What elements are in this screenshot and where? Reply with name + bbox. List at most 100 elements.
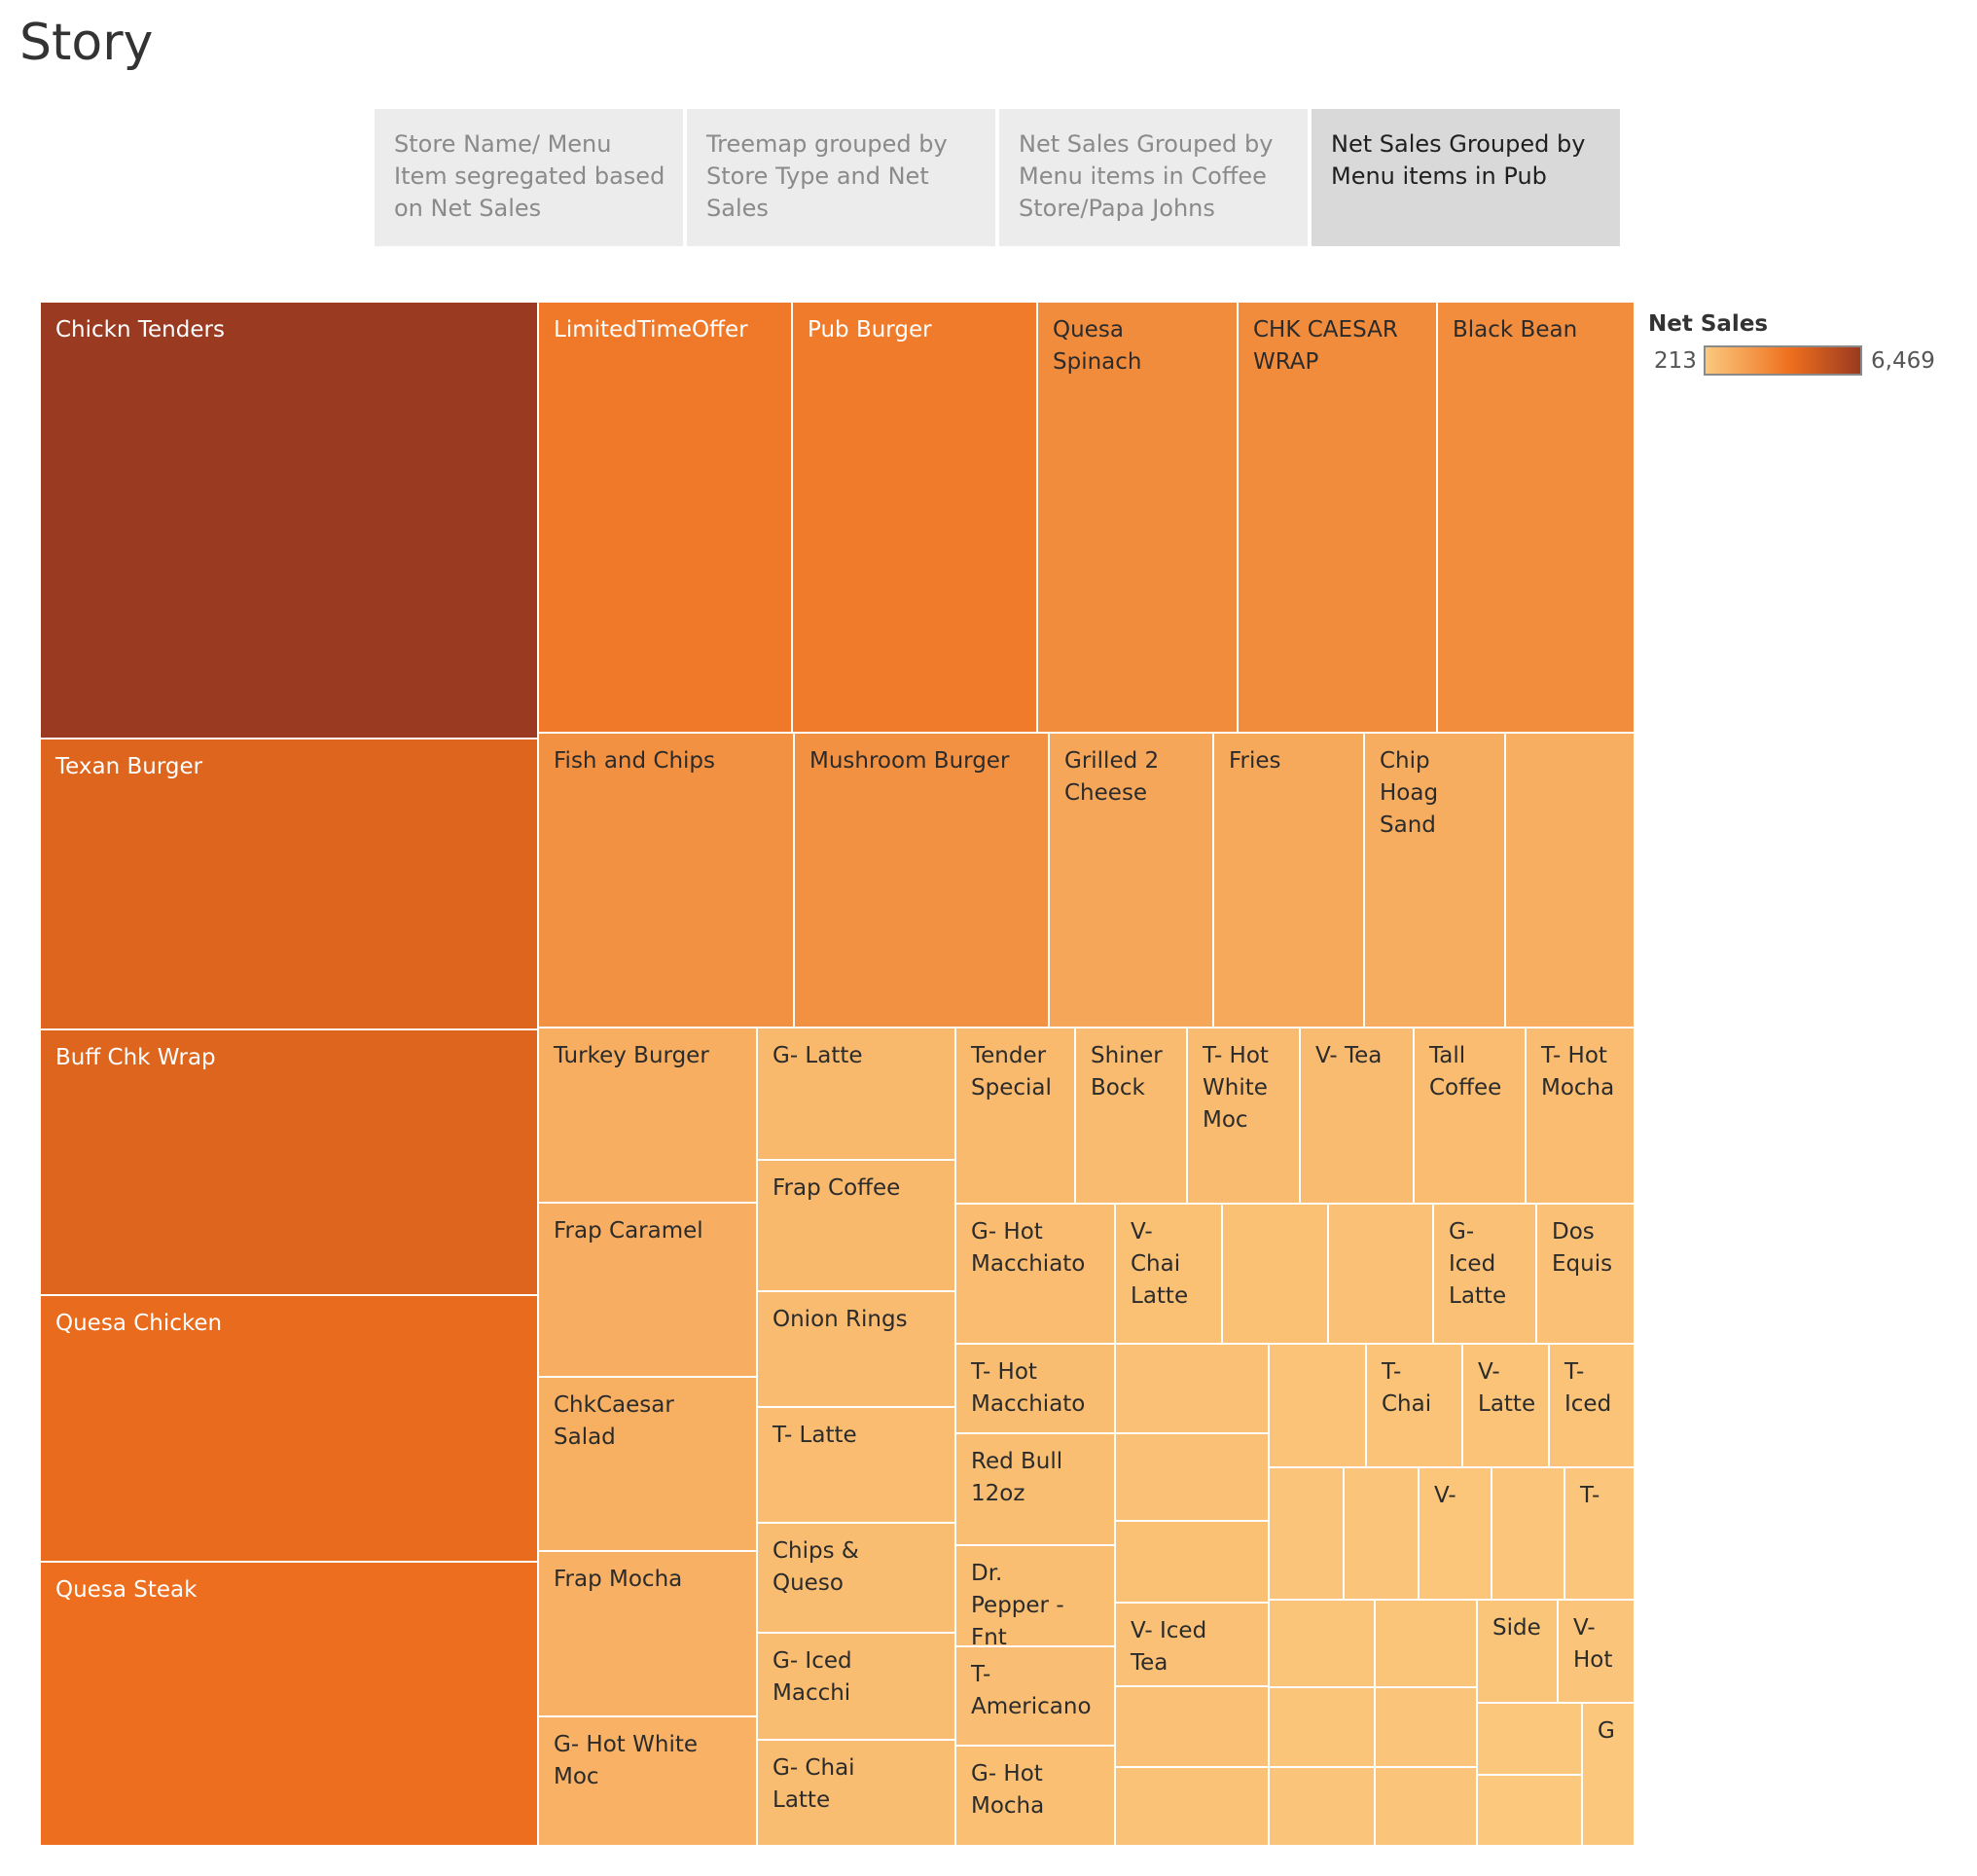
treemap-cell-quesa-chicken[interactable] bbox=[39, 1294, 539, 1563]
treemap-cell-v-hot[interactable] bbox=[1557, 1599, 1636, 1704]
treemap-cell[interactable] bbox=[1504, 732, 1636, 1028]
story-point-tab-2[interactable]: Treemap grouped by Store Type and Net Sa… bbox=[687, 109, 995, 246]
treemap-cell-pub-burger[interactable] bbox=[791, 301, 1038, 734]
treemap-label: Quesa Steak bbox=[55, 1577, 198, 1603]
treemap-cell-t-hot-mocha[interactable] bbox=[1525, 1027, 1636, 1205]
treemap-label: Red Bull 12oz bbox=[971, 1449, 1062, 1506]
treemap-cell[interactable] bbox=[1268, 1343, 1367, 1468]
treemap-cell[interactable] bbox=[1491, 1466, 1565, 1601]
treemap-cell[interactable] bbox=[1114, 1685, 1270, 1768]
treemap-cell[interactable] bbox=[1221, 1203, 1329, 1345]
treemap-label: Frap Caramel bbox=[554, 1218, 703, 1244]
treemap-cell-buff-chk-wrap[interactable] bbox=[39, 1028, 539, 1296]
treemap-label: Fish and Chips bbox=[554, 748, 715, 774]
treemap-label: Chickn Tenders bbox=[55, 317, 225, 343]
treemap-label: V- Iced Tea bbox=[1130, 1618, 1206, 1676]
treemap-cell-g-iced-latte[interactable] bbox=[1432, 1203, 1537, 1345]
story-point-tab-1[interactable]: Store Name/ Menu Item segregated based o… bbox=[375, 109, 683, 246]
treemap-cell-chickn-tenders[interactable] bbox=[39, 301, 539, 740]
treemap-cell-fish-and-chips[interactable] bbox=[537, 732, 795, 1028]
story-point-tab-3[interactable]: Net Sales Grouped by Menu items in Coffe… bbox=[999, 109, 1308, 246]
treemap-cell-dos-equis[interactable] bbox=[1535, 1203, 1636, 1345]
treemap-cell-t-iced[interactable] bbox=[1548, 1343, 1636, 1468]
treemap-label: Grilled 2 Cheese bbox=[1064, 748, 1159, 806]
story-title: Story bbox=[19, 14, 154, 72]
treemap-label: T- Latte bbox=[772, 1423, 857, 1448]
treemap-label: T-Chai bbox=[1381, 1359, 1431, 1417]
treemap-cell[interactable] bbox=[1114, 1343, 1270, 1434]
treemap-cell-tall-coffee[interactable] bbox=[1413, 1027, 1527, 1205]
treemap-label: Dr. Pepper -Fnt bbox=[971, 1561, 1064, 1650]
treemap-cell-black-bean[interactable] bbox=[1436, 301, 1636, 734]
treemap-cell-mushroom-burger[interactable] bbox=[793, 732, 1050, 1028]
treemap-label: Buff Chk Wrap bbox=[55, 1045, 216, 1070]
treemap-cell[interactable] bbox=[1374, 1686, 1478, 1768]
treemap-cell[interactable] bbox=[1114, 1520, 1270, 1604]
treemap-label: Chip Hoag Sand bbox=[1380, 748, 1438, 838]
treemap-cell-g-hot-mocha[interactable] bbox=[954, 1745, 1116, 1847]
treemap-cell-t-latte[interactable] bbox=[756, 1406, 956, 1524]
treemap-cell-chip-hoag-sand[interactable] bbox=[1363, 732, 1506, 1028]
treemap-label: G- Iced Macchi bbox=[773, 1648, 852, 1706]
treemap-cell-t-chai[interactable] bbox=[1365, 1343, 1463, 1468]
treemap-cell-shiner-bock[interactable] bbox=[1074, 1027, 1188, 1205]
treemap-cell[interactable] bbox=[1343, 1466, 1420, 1601]
treemap-label: Pub Burger bbox=[808, 317, 932, 343]
legend-title: Net Sales bbox=[1648, 311, 1769, 337]
treemap-label: Frap Coffee bbox=[773, 1175, 900, 1201]
treemap-cell-g-iced-macchi[interactable] bbox=[756, 1632, 956, 1741]
treemap-cell-v-tea[interactable] bbox=[1299, 1027, 1415, 1205]
treemap-label: V-Latte bbox=[1478, 1359, 1535, 1417]
treemap-label: T-Iced bbox=[1564, 1359, 1611, 1417]
treemap-cell[interactable] bbox=[1476, 1774, 1583, 1847]
treemap-cell[interactable] bbox=[1114, 1432, 1270, 1522]
story-navigator: Store Name/ Menu Item segregated based o… bbox=[375, 109, 1624, 246]
treemap-label: Quesa Spinach bbox=[1053, 317, 1141, 375]
treemap-cell-frap-caramel[interactable] bbox=[537, 1202, 758, 1378]
story-point-tab-4[interactable]: Net Sales Grouped by Menu items in Pub bbox=[1312, 109, 1620, 246]
treemap-cell-fries[interactable] bbox=[1212, 732, 1365, 1028]
treemap-label: Frap Mocha bbox=[554, 1567, 682, 1592]
treemap-cell-quesa-steak[interactable] bbox=[39, 1561, 539, 1847]
treemap-cell[interactable] bbox=[1268, 1599, 1376, 1688]
treemap-cell[interactable] bbox=[1268, 1686, 1376, 1768]
treemap-cell-tender-special[interactable] bbox=[954, 1027, 1076, 1205]
treemap-cell-v[interactable] bbox=[1418, 1466, 1492, 1601]
treemap-label: Onion Rings bbox=[773, 1307, 908, 1332]
treemap-cell-g-latte[interactable] bbox=[756, 1027, 956, 1161]
treemap-label: G- Hot Mocha bbox=[971, 1761, 1044, 1819]
treemap-cell-dr-pepper-fnt[interactable] bbox=[954, 1544, 1116, 1647]
treemap-cell[interactable] bbox=[1374, 1766, 1478, 1847]
treemap-label: Quesa Chicken bbox=[55, 1311, 222, 1336]
treemap-cell[interactable] bbox=[1374, 1599, 1478, 1688]
legend-color-ramp bbox=[1704, 345, 1862, 376]
legend-min-label: 213 bbox=[1654, 348, 1697, 374]
treemap-label: Turkey Burger bbox=[553, 1043, 709, 1068]
treemap-label: Texan Burger bbox=[54, 754, 203, 779]
treemap-cell-g-hot-white-moc[interactable] bbox=[537, 1715, 758, 1847]
treemap-cell[interactable] bbox=[1114, 1766, 1270, 1847]
treemap-cell[interactable] bbox=[1327, 1203, 1434, 1345]
treemap-cell-chkcaesar-salad[interactable] bbox=[537, 1376, 758, 1552]
treemap-cell[interactable] bbox=[1268, 1766, 1376, 1847]
treemap-cell-v-chai-latte[interactable] bbox=[1114, 1203, 1223, 1345]
treemap-label: Fries bbox=[1229, 748, 1281, 774]
treemap-label: G- Hot White Moc bbox=[554, 1732, 698, 1789]
treemap-cell-texan-burger[interactable] bbox=[39, 738, 539, 1030]
treemap-cell-frap-mocha[interactable] bbox=[537, 1550, 758, 1717]
treemap-label: Side bbox=[1492, 1615, 1541, 1641]
treemap-cell-grilled-2-cheese[interactable] bbox=[1048, 732, 1214, 1028]
treemap-label: V- Tea bbox=[1315, 1043, 1382, 1068]
treemap-cell[interactable] bbox=[1476, 1702, 1583, 1776]
treemap-cell[interactable] bbox=[1268, 1466, 1345, 1601]
treemap-cell-chk-caesar-wrap[interactable] bbox=[1237, 301, 1438, 734]
treemap-cell-t-hot-white-moc[interactable] bbox=[1186, 1027, 1301, 1205]
treemap-label: Shiner Bock bbox=[1091, 1043, 1163, 1100]
treemap-cell-t-hot-macchiato[interactable] bbox=[954, 1343, 1116, 1434]
treemap-cell-limitedtimeoffer[interactable] bbox=[537, 301, 793, 734]
treemap-label: G-Iced Latte bbox=[1449, 1219, 1506, 1309]
treemap-cell-frap-coffee[interactable] bbox=[756, 1159, 956, 1292]
treemap-label: Chips & Queso bbox=[773, 1538, 859, 1596]
treemap-label: Mushroom Burger bbox=[809, 748, 1010, 774]
